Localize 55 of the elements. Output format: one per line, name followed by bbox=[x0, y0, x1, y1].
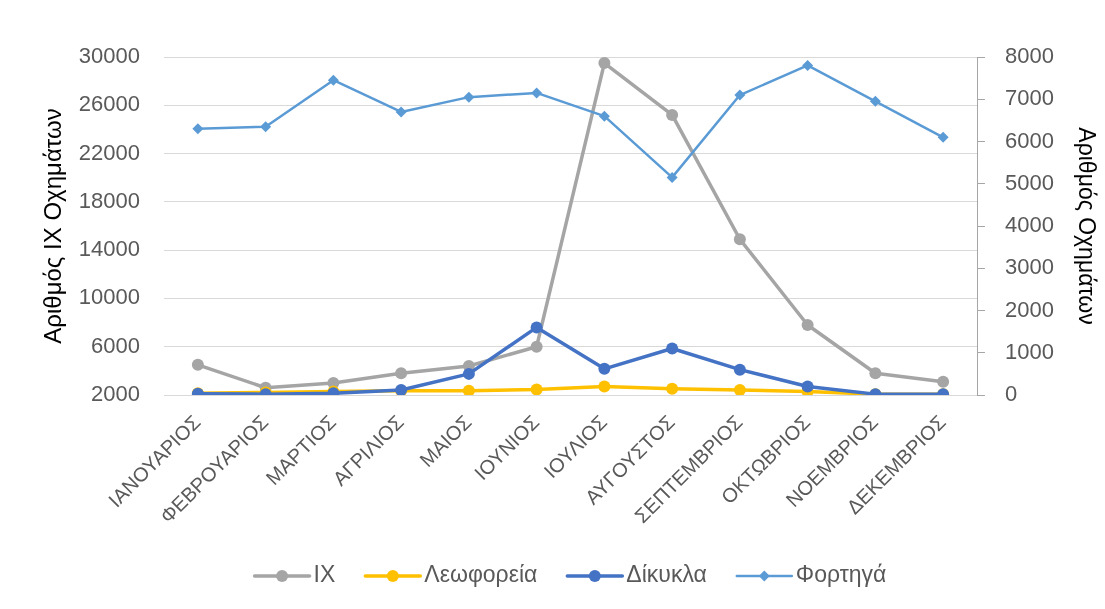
point bbox=[801, 380, 814, 393]
y2-tick-label: 1000 bbox=[1005, 338, 1054, 364]
point bbox=[802, 59, 814, 71]
point bbox=[598, 110, 610, 122]
legend-label: Λεωφορεία bbox=[424, 561, 538, 588]
point bbox=[462, 384, 475, 395]
point bbox=[598, 380, 611, 393]
legend-label: Φορτηγά bbox=[795, 561, 887, 588]
point bbox=[733, 233, 746, 246]
point bbox=[734, 89, 746, 101]
point bbox=[530, 321, 543, 334]
y-tick-label: 30000 bbox=[78, 43, 140, 69]
point bbox=[530, 340, 543, 353]
point bbox=[395, 106, 407, 118]
point bbox=[733, 383, 746, 395]
point bbox=[666, 382, 679, 395]
y-tick-label: 22000 bbox=[78, 139, 140, 165]
y-tick-label: 26000 bbox=[78, 91, 140, 117]
point bbox=[733, 363, 746, 376]
point bbox=[530, 383, 543, 395]
y2-tick-label: 4000 bbox=[1005, 212, 1054, 238]
y2-tick-label: 7000 bbox=[1005, 85, 1054, 111]
point bbox=[801, 318, 814, 331]
point bbox=[598, 362, 611, 375]
y2-axis-title: Αριθμός Οχημάτων bbox=[1073, 127, 1100, 325]
legend-label: Δίκυκλα bbox=[626, 561, 707, 588]
point bbox=[666, 342, 679, 355]
point bbox=[937, 131, 949, 143]
y-tick-label: 2000 bbox=[91, 381, 140, 407]
point bbox=[327, 74, 339, 86]
legend-label: ΙΧ bbox=[313, 561, 336, 588]
point bbox=[598, 57, 611, 70]
y2-tick-label: 2000 bbox=[1005, 296, 1054, 322]
point bbox=[395, 367, 408, 380]
y2-tick-label: 0 bbox=[1005, 381, 1018, 407]
point bbox=[869, 367, 882, 380]
point bbox=[666, 171, 678, 183]
y-tick-label: 10000 bbox=[78, 284, 140, 310]
point bbox=[191, 358, 204, 371]
point bbox=[192, 123, 204, 135]
point bbox=[937, 375, 950, 388]
point bbox=[463, 91, 475, 103]
y2-tick-label: 3000 bbox=[1005, 254, 1054, 280]
point bbox=[666, 108, 679, 121]
y-tick-label: 14000 bbox=[78, 236, 140, 262]
y2-tick-label: 5000 bbox=[1005, 169, 1054, 195]
point bbox=[462, 367, 475, 380]
point bbox=[869, 95, 881, 107]
point bbox=[531, 87, 543, 99]
y2-tick-label: 8000 bbox=[1005, 43, 1054, 69]
point bbox=[260, 121, 272, 133]
y-tick-label: 6000 bbox=[91, 332, 140, 358]
y2-tick-label: 6000 bbox=[1005, 127, 1054, 153]
y-axis-title: Αριθμός ΙΧ Οχημάτων bbox=[39, 108, 67, 344]
y-tick-label: 18000 bbox=[78, 187, 140, 213]
